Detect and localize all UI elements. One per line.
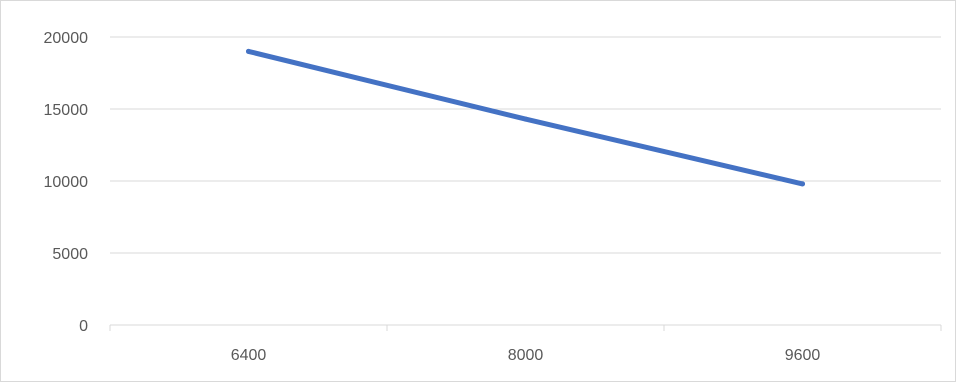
gridlines bbox=[110, 36, 941, 254]
x-tick-label: 6400 bbox=[231, 347, 267, 364]
y-tick-label: 15000 bbox=[44, 102, 89, 119]
axes bbox=[109, 324, 942, 331]
y-tick-label: 20000 bbox=[44, 30, 89, 47]
y-tick-label: 5000 bbox=[52, 246, 88, 263]
data-point bbox=[246, 48, 251, 54]
y-tick-labels: 0 5000 10000 15000 20000 bbox=[44, 30, 89, 335]
y-tick-label: 0 bbox=[79, 318, 88, 335]
y-tick-label: 10000 bbox=[44, 174, 89, 191]
x-tick-label: 8000 bbox=[508, 347, 544, 364]
x-tick-labels: 6400 8000 9600 bbox=[231, 347, 821, 364]
series-layer bbox=[246, 48, 805, 187]
data-point bbox=[800, 181, 805, 187]
x-tick-label: 9600 bbox=[785, 347, 821, 364]
data-point bbox=[523, 116, 528, 122]
